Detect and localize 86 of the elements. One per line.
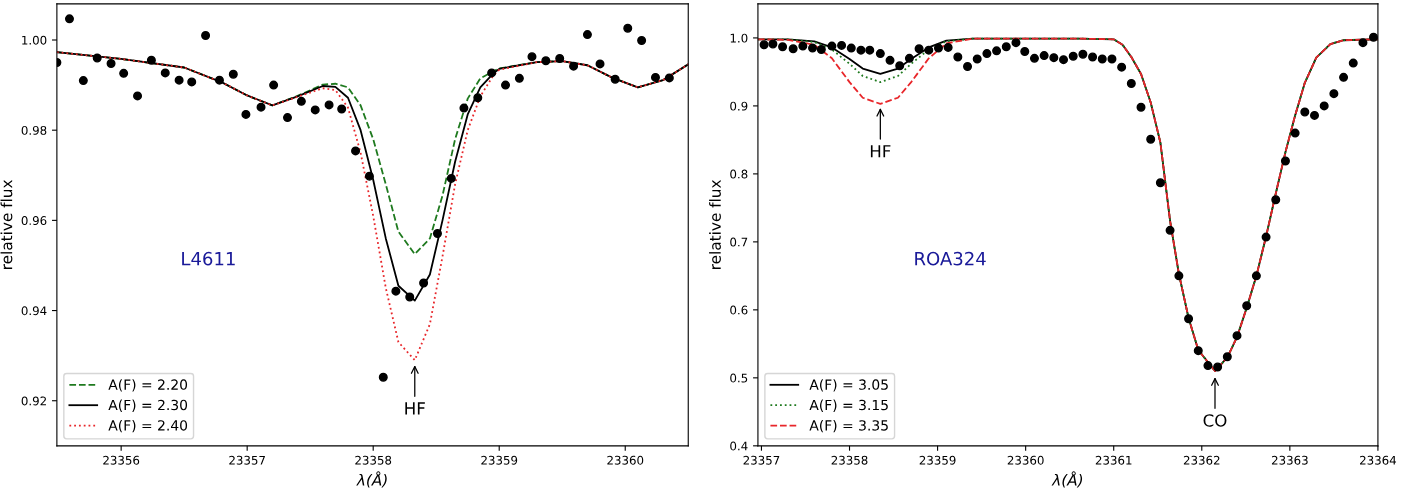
- point: [269, 80, 279, 90]
- annotation: L4611: [182, 251, 235, 266]
- x-tick-label: 23361: [1095, 455, 1132, 465]
- annotation: HF: [405, 402, 425, 415]
- legend-label: A(F) = 3.05: [809, 379, 888, 392]
- legend-label: A(F) = 2.40: [108, 419, 188, 433]
- point: [541, 56, 551, 66]
- x-tick-label: 23359: [481, 455, 518, 465]
- point: [296, 96, 306, 106]
- x-tick-label: 23357: [743, 455, 780, 465]
- point: [119, 68, 129, 78]
- x-tick-label: 23360: [1007, 455, 1044, 465]
- point: [310, 105, 320, 115]
- y-tick-label: 0.92: [21, 396, 46, 406]
- point: [610, 74, 620, 84]
- line-series: [56, 51, 689, 362]
- point: [527, 52, 537, 62]
- point: [92, 53, 102, 63]
- x-tick-label: 23363: [1271, 455, 1308, 465]
- annotation: CO: [1203, 414, 1227, 427]
- point: [351, 146, 361, 156]
- point: [595, 59, 605, 69]
- point: [487, 68, 497, 78]
- point: [459, 103, 469, 113]
- point: [405, 292, 415, 302]
- x-tick-label: 23362: [1183, 455, 1220, 465]
- point: [473, 93, 483, 103]
- point: [106, 58, 116, 68]
- point: [650, 72, 660, 82]
- point: [432, 228, 442, 238]
- point: [637, 35, 647, 45]
- y-tick-label: 0.7: [730, 237, 748, 247]
- y-tick-label: 0.9: [730, 101, 748, 111]
- point: [582, 30, 592, 40]
- x-tick-label: 23358: [831, 455, 868, 465]
- legend-label: A(F) = 3.35: [809, 419, 888, 433]
- point: [78, 76, 88, 86]
- point: [283, 113, 292, 123]
- y-tick-label: 0.5: [730, 373, 748, 383]
- point: [187, 77, 197, 87]
- x-tick-label: 23356: [103, 455, 140, 465]
- y-tick-label: 1.00: [22, 35, 47, 45]
- annotation: HF: [870, 145, 891, 158]
- y-axis-title: relative flux: [0, 179, 13, 269]
- y-tick-label: 0.8: [730, 169, 748, 179]
- point: [174, 75, 184, 85]
- point: [241, 109, 251, 119]
- legend-label: A(F) = 3.15: [809, 399, 888, 412]
- legend-label: A(F) = 2.20: [108, 379, 188, 392]
- point: [133, 91, 143, 101]
- point: [256, 102, 266, 112]
- point: [555, 53, 565, 63]
- point: [514, 73, 524, 83]
- point: [623, 23, 633, 33]
- point: [214, 75, 224, 85]
- point: [664, 73, 674, 83]
- y-tick-label: 0.98: [21, 125, 47, 135]
- x-axis-title: λ(Å): [1051, 471, 1083, 488]
- point: [146, 55, 156, 65]
- x-tick-label: 23358: [355, 455, 392, 465]
- y-axis-title: relative flux: [709, 179, 721, 269]
- y-tick-label: 0.94: [21, 306, 47, 316]
- point: [337, 104, 347, 114]
- x-tick-label: 23364: [1360, 455, 1397, 465]
- x-axis-title: λ(Å): [356, 471, 387, 488]
- y-tick-label: 0.4: [730, 441, 748, 451]
- point: [64, 14, 74, 24]
- point: [378, 372, 388, 382]
- y-tick-label: 0.6: [730, 305, 748, 315]
- x-tick-label: 23359: [919, 455, 956, 465]
- point: [446, 173, 456, 183]
- legend-label: A(F) = 2.30: [108, 399, 188, 412]
- point: [228, 69, 238, 79]
- annotation: ROA324: [915, 251, 986, 266]
- point: [419, 278, 429, 288]
- y-tick-label: 1.0: [730, 33, 748, 43]
- point: [501, 80, 511, 90]
- point: [364, 171, 374, 181]
- point: [569, 61, 579, 71]
- point: [324, 100, 334, 110]
- point: [160, 68, 170, 78]
- y-tick-label: 0.96: [21, 216, 47, 226]
- point: [391, 286, 401, 296]
- x-tick-label: 23360: [607, 455, 644, 465]
- point: [201, 30, 211, 40]
- x-tick-label: 23357: [229, 455, 265, 465]
